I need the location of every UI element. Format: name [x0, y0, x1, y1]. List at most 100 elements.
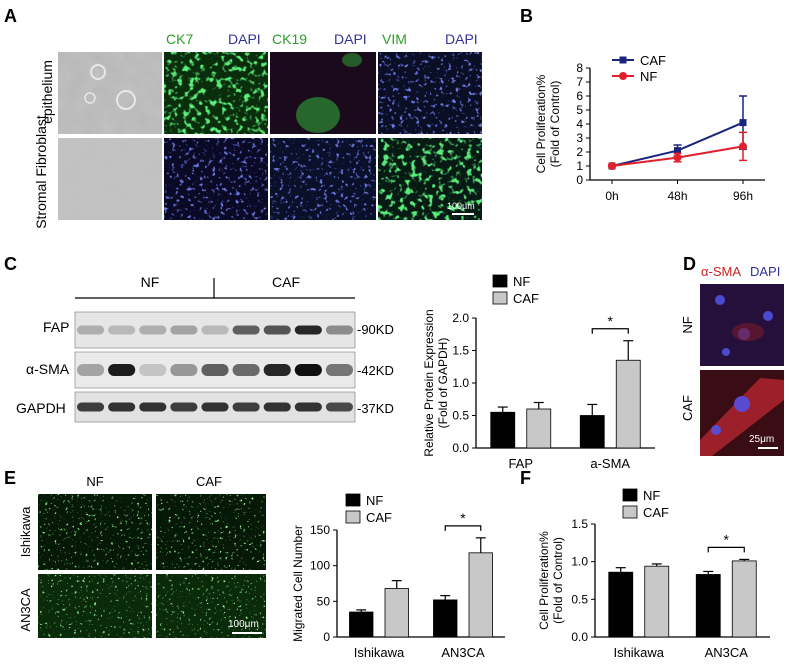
legend-label: CAF — [640, 53, 666, 68]
y-tick-label: 8 — [576, 61, 583, 75]
bar-nf — [695, 574, 721, 638]
panel-c-blot: NF CAF FAP α-SMA GAPDH -90KD -42KD -37KD — [16, 274, 394, 423]
band-label-gapdh: GAPDH — [16, 400, 66, 416]
significance-bracket — [591, 328, 629, 334]
micrograph-phase-epithelium — [58, 52, 162, 134]
bandsFAP-band — [201, 325, 229, 335]
bandsFAP-band — [325, 325, 353, 335]
y-tick-label: 0.5 — [452, 409, 469, 423]
significance-star: * — [608, 313, 614, 329]
panel-letter-c: C — [4, 254, 17, 274]
micrograph-e-ishikawa-nf — [38, 494, 152, 570]
channel-label-ck7: CK7 — [166, 31, 193, 47]
y-tick-label: 1.0 — [452, 376, 469, 390]
channel-label-vim: VIM — [382, 31, 407, 47]
legend-swatch — [345, 493, 361, 507]
y-axis-label: Cell Proliferation%(Fold of Control) — [534, 74, 562, 173]
bandsASMA-band — [170, 364, 198, 376]
bandsFAP-band — [232, 325, 260, 335]
significance-bracket — [707, 546, 745, 553]
y-tick-label: 3 — [576, 131, 583, 145]
row-label-d-nf: NF — [680, 316, 695, 333]
y-tick-label: 2.0 — [452, 311, 469, 325]
y-tick-label: 5 — [576, 103, 583, 117]
bar-nf — [579, 415, 605, 449]
legend-swatch — [622, 488, 638, 502]
bandsASMA-band — [77, 364, 105, 376]
channel-label-dapi-3: DAPI — [445, 31, 478, 47]
panel-d: α-SMA DAPI NF CAF 25μm — [680, 264, 784, 456]
significance-bracket — [444, 525, 482, 531]
bandsASMA-band — [108, 364, 136, 376]
panel-letter-a: A — [4, 6, 17, 26]
x-tick-label: 96h — [733, 189, 753, 203]
y-tick-label: 1.5 — [571, 517, 588, 531]
row-label-epithelium: epithelium — [39, 60, 55, 124]
bandsGAPDH-band — [108, 402, 136, 412]
bandsFAP-band — [294, 325, 322, 335]
y-tick-label: 1 — [576, 159, 583, 173]
y-tick-label: 0.0 — [452, 441, 469, 455]
x-tick-label: 48h — [667, 189, 687, 203]
bar-caf — [384, 588, 409, 638]
bandsGAPDH-band — [232, 402, 260, 412]
legend-label: NF — [366, 493, 383, 508]
legend-swatch — [622, 505, 638, 519]
bar-nf — [608, 571, 634, 638]
size-label-37: -37KD — [357, 401, 394, 416]
legend-swatch — [492, 291, 508, 305]
y-axis-label: Relative Protein Expression(Fold of GAPD… — [422, 309, 450, 456]
micrograph-vim-epithelium — [378, 52, 482, 134]
micrograph-e-an3ca-caf — [156, 574, 266, 638]
y-tick-label: 0.0 — [571, 630, 588, 644]
data-point — [739, 142, 747, 151]
y-axis-label: Cell Proliferation%(Fold of Control) — [537, 531, 565, 630]
panel-letter-e: E — [4, 468, 16, 488]
bar-nf — [490, 411, 516, 449]
scale-bar-label-d: 25μm — [749, 434, 774, 445]
bandsFAP-band — [77, 325, 105, 335]
panel-letter-f: F — [520, 468, 531, 488]
bandsGAPDH-band — [139, 402, 167, 412]
bandsGAPDH-band — [77, 402, 105, 412]
x-tick-label: AN3CA — [441, 645, 485, 660]
bandsASMA-band — [325, 364, 353, 376]
y-tick-label: 6 — [576, 89, 583, 103]
col-label-e-caf: CAF — [196, 474, 222, 489]
y-tick-label: 4 — [576, 117, 583, 131]
data-point — [673, 153, 682, 162]
band-label-asma: α-SMA — [26, 361, 70, 377]
micrograph-e-an3ca-nf — [38, 574, 152, 638]
legend-marker — [619, 56, 627, 64]
legend-swatch — [345, 510, 361, 524]
scale-bar-label-a: 100μm — [447, 201, 475, 211]
legend-marker — [619, 72, 627, 80]
micrograph-ck19-stromal — [270, 138, 376, 220]
x-tick-label: AN3CA — [705, 645, 749, 660]
size-label-42: -42KD — [357, 363, 394, 378]
bar-caf — [731, 560, 757, 638]
legend-label: CAF — [513, 291, 539, 306]
chart-e: 0 50 100 150 Migrated Cell Number Ishikawa AN3… — [291, 493, 505, 660]
bar-nf — [349, 611, 374, 638]
bar-caf — [526, 408, 552, 449]
row-label-e-an3ca: AN3CA — [18, 588, 33, 632]
bandsFAP-band — [263, 325, 291, 335]
bandsASMA-band — [232, 364, 260, 376]
y-tick-label: 0 — [323, 630, 330, 644]
channel-label-dapi-1: DAPI — [228, 31, 261, 47]
y-tick-label: 0.5 — [571, 592, 588, 606]
bar-caf — [468, 552, 493, 638]
chart-f: 0.0 0.5 1.0 1.5 Cell Proliferation%(Fold of … — [537, 488, 770, 660]
row-label-e-ishikawa: Ishikawa — [18, 506, 33, 557]
x-tick-label: 0h — [605, 189, 618, 203]
y-tick-label: 1.0 — [571, 555, 588, 569]
micrograph-ck19 — [270, 52, 376, 134]
bandsGAPDH-band — [325, 402, 353, 412]
legend-label: CAF — [366, 510, 392, 525]
significance-star: * — [724, 531, 730, 547]
micrograph-ck7-stromal — [164, 138, 268, 220]
